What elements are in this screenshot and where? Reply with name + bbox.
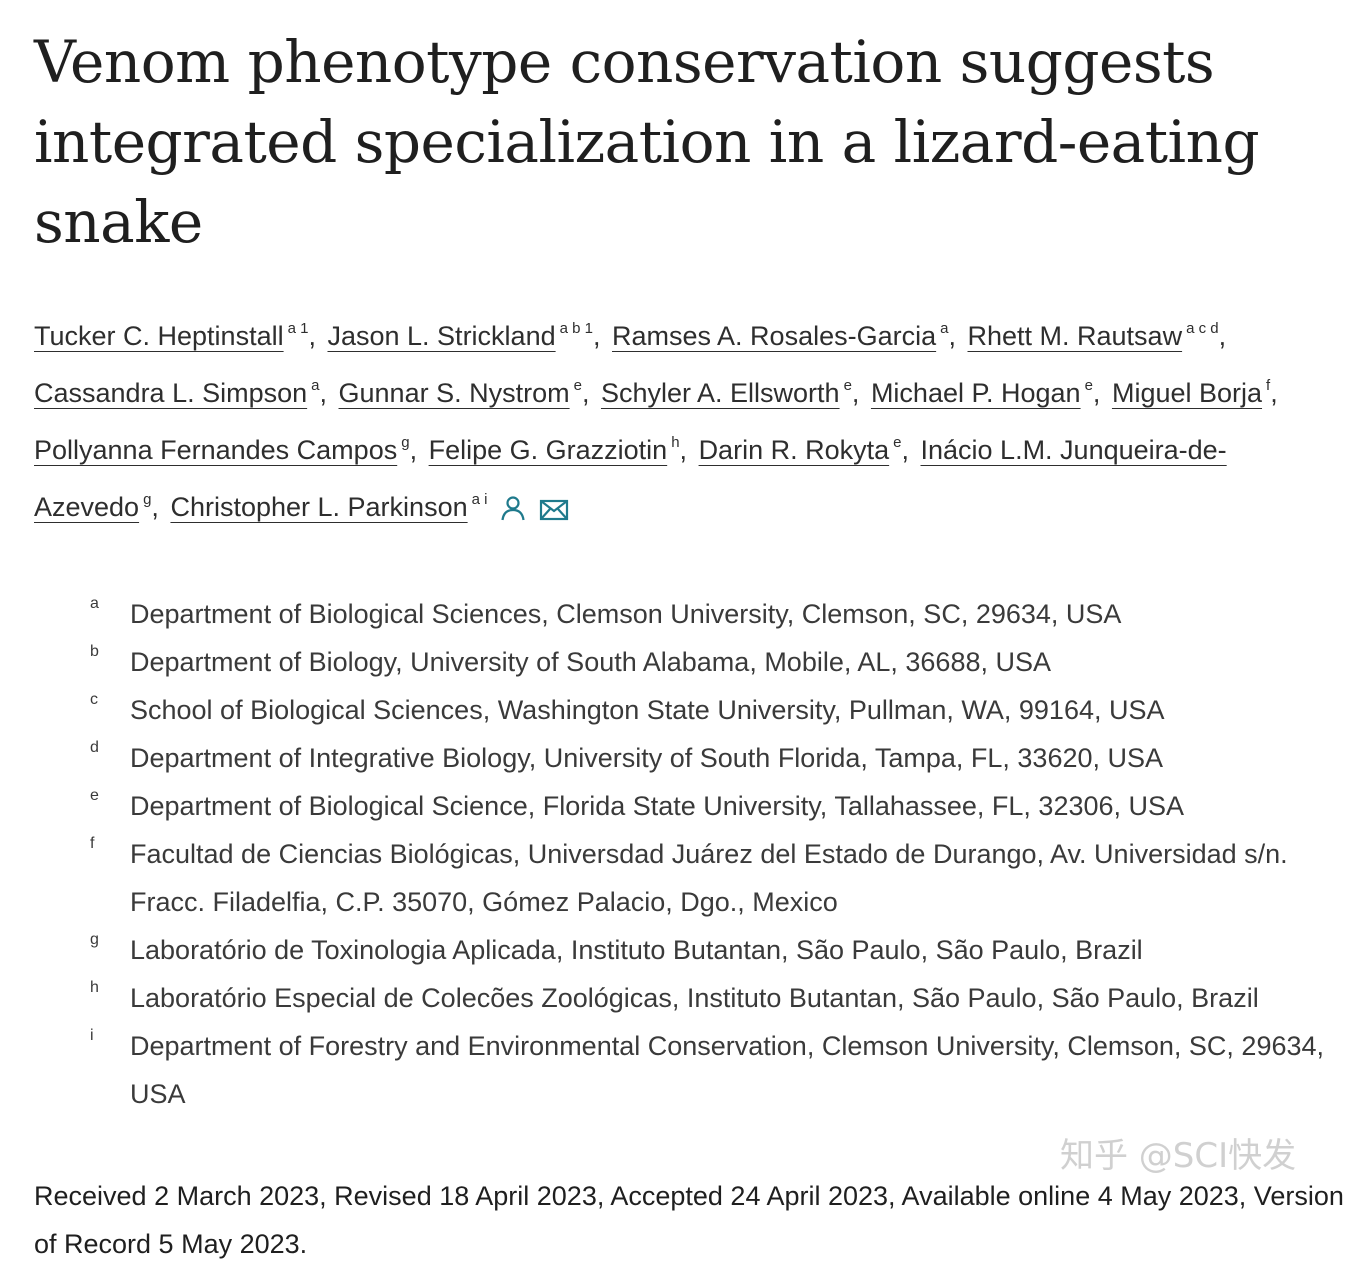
affiliation-letter: a (90, 595, 99, 612)
affiliation-letter: h (90, 979, 99, 996)
author-separator: , (679, 435, 688, 465)
affiliation-item: i Department of Forestry and Environmenta… (90, 1022, 1330, 1118)
affiliation-text: School of Biological Sciences, Washingto… (130, 695, 1165, 725)
author: Michael P. Hogan e, (870, 377, 1105, 408)
affiliation-text: Department of Biological Science, Florid… (130, 791, 1185, 821)
affiliation-item: e Department of Biological Science, Flori… (90, 782, 1330, 830)
author: Pollyanna Fernandes Campos g, (34, 434, 421, 465)
affiliation-item: g Laboratório de Toxinologia Aplicada, In… (90, 926, 1330, 974)
affiliation-item: d Department of Integrative Biology, Univ… (90, 734, 1330, 782)
affiliation-marker[interactable]: a i (471, 491, 488, 508)
affiliation-marker[interactable]: h (671, 434, 680, 451)
article-header: Venom phenotype conservation suggests in… (34, 22, 1354, 1268)
author: Inácio L.M. Junqueira-de-Azevedo g, (34, 435, 1227, 522)
author-name-link[interactable]: Tucker C. Heptinstall (34, 321, 284, 351)
affiliation-letter: g (90, 931, 99, 948)
author-separator: , (592, 321, 601, 351)
author-name-link[interactable]: Inácio L.M. Junqueira-de-Azevedo (34, 435, 1227, 522)
affiliation-letter: d (90, 739, 99, 756)
mail-icon[interactable] (539, 489, 569, 538)
author-separator: , (151, 492, 159, 522)
affiliation-letter: c (90, 691, 98, 708)
author-separator: , (901, 435, 909, 465)
author-name-link[interactable]: Darin R. Rokyta (698, 435, 890, 465)
author-name-link[interactable]: Gunnar S. Nystrom (338, 378, 570, 408)
author: Jason L. Strickland a b 1, (327, 320, 604, 351)
author: Ramses A. Rosales-Garcia a, (612, 320, 960, 351)
author: Christopher L. Parkinson a i (170, 491, 488, 522)
author-name-link[interactable]: Schyler A. Ellsworth (600, 378, 840, 408)
person-icon[interactable] (499, 489, 527, 538)
author: Felipe G. Grazziotin h, (428, 434, 691, 465)
author: Rhett M. Rautsaw a c d, (967, 320, 1231, 351)
watermark: 知乎 @SCI快发 (1060, 1136, 1297, 1176)
affiliation-marker[interactable]: a b 1 (559, 320, 593, 337)
author: Miguel Borja f, (1111, 377, 1282, 408)
author-name-link[interactable]: Felipe G. Grazziotin (428, 435, 668, 465)
author-name-link[interactable]: Ramses A. Rosales-Garcia (612, 321, 937, 351)
author-separator: , (319, 378, 327, 408)
author-name-link[interactable]: Christopher L. Parkinson (170, 492, 468, 522)
affiliation-marker[interactable]: a (940, 320, 949, 337)
affiliation-item: f Facultad de Ciencias Biológicas, Univer… (90, 830, 1330, 926)
affiliation-text: Facultad de Ciencias Biológicas, Univers… (130, 839, 1288, 917)
author: Gunnar S. Nystrom e, (338, 377, 594, 408)
author-separator: , (409, 435, 418, 465)
author-name-link[interactable]: Rhett M. Rautsaw (967, 321, 1183, 351)
author-separator: , (1092, 378, 1101, 408)
affiliation-marker[interactable]: e (843, 377, 852, 394)
author: Darin R. Rokyta e, (698, 434, 913, 465)
affiliation-marker[interactable]: e (893, 434, 902, 451)
author-separator: , (308, 321, 316, 351)
affiliation-item: h Laboratório Especial de Colecões Zoológ… (90, 974, 1330, 1022)
affiliation-marker[interactable]: a 1 (287, 320, 309, 337)
author-name-link[interactable]: Jason L. Strickland (327, 321, 556, 351)
article-history: Received 2 March 2023, Revised 18 April … (34, 1181, 1344, 1259)
author-name-link[interactable]: Pollyanna Fernandes Campos (34, 435, 398, 465)
affiliation-text: Laboratório Especial de Colecões Zoológi… (130, 983, 1259, 1013)
affiliation-text: Department of Biological Sciences, Clems… (130, 599, 1122, 629)
affiliation-text: Department of Integrative Biology, Unive… (130, 743, 1164, 773)
author-name-link[interactable]: Michael P. Hogan (870, 378, 1081, 408)
author-separator: , (1218, 321, 1227, 351)
affiliation-marker[interactable]: a (311, 377, 320, 394)
affiliation-marker[interactable]: g (401, 434, 410, 451)
author-name-link[interactable]: Miguel Borja (1111, 378, 1263, 408)
author-separator: , (948, 321, 956, 351)
affiliation-letter: b (90, 643, 99, 660)
affiliation-item: b Department of Biology, University of So… (90, 638, 1330, 686)
author-separator: , (851, 378, 860, 408)
author: Cassandra L. Simpson a, (34, 377, 331, 408)
affiliation-marker[interactable]: a c d (1186, 320, 1219, 337)
affiliation-letter: f (90, 835, 95, 852)
author-separator: , (1270, 378, 1278, 408)
affiliation-marker[interactable]: e (1084, 377, 1093, 394)
affiliation-list: a Department of Biological Sciences, Clem… (90, 590, 1330, 1118)
affiliation-marker[interactable]: f (1266, 377, 1271, 394)
author-list: Tucker C. Heptinstall a 1, Jason L. Stric… (34, 304, 1354, 538)
affiliation-text: Department of Forestry and Environmental… (130, 1031, 1325, 1109)
article-title: Venom phenotype conservation suggests in… (34, 28, 1260, 256)
affiliation-text: Laboratório de Toxinologia Aplicada, Ins… (130, 935, 1143, 965)
affiliation-letter: i (90, 1027, 94, 1044)
affiliation-marker[interactable]: e (573, 377, 582, 394)
author-separator: , (581, 378, 590, 408)
affiliation-text: Department of Biology, University of Sou… (130, 647, 1051, 677)
author: Tucker C. Heptinstall a 1, (34, 320, 320, 351)
affiliation-letter: e (90, 787, 99, 804)
affiliation-item: c School of Biological Sciences, Washingt… (90, 686, 1330, 734)
affiliation-item: a Department of Biological Sciences, Clem… (90, 590, 1330, 638)
author-name-link[interactable]: Cassandra L. Simpson (34, 378, 308, 408)
author: Schyler A. Ellsworth e, (600, 377, 863, 408)
affiliation-marker[interactable]: g (143, 491, 152, 508)
